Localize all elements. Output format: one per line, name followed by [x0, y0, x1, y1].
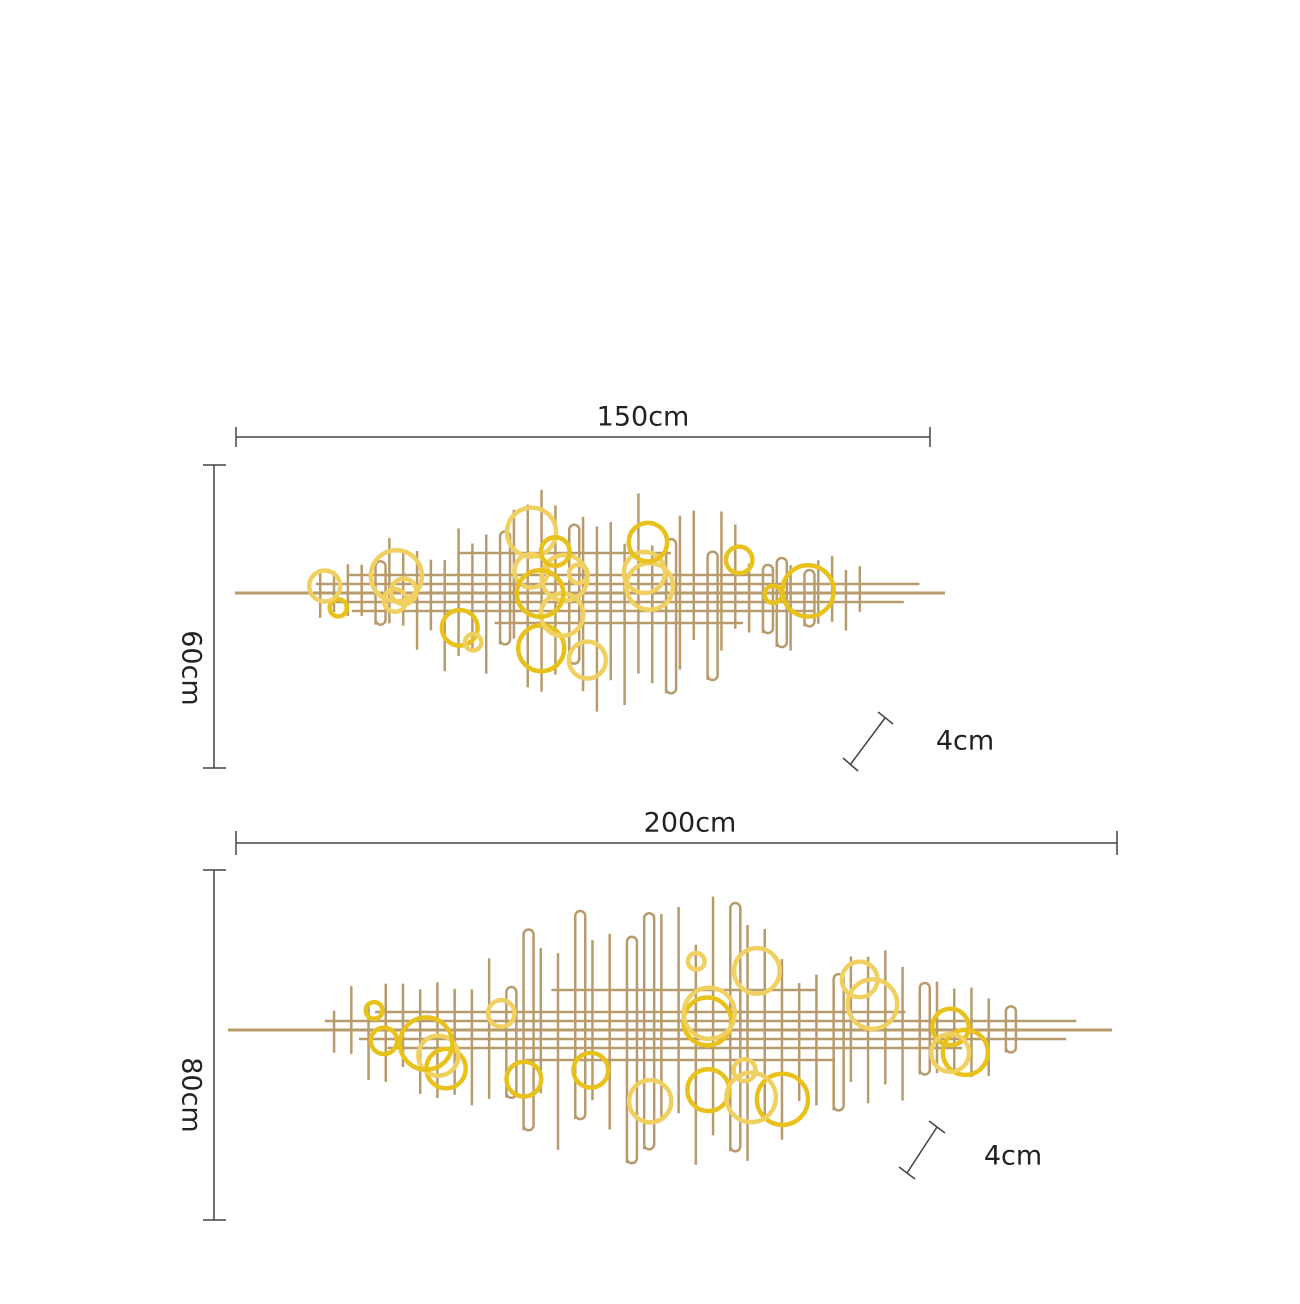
ring: [754, 1071, 811, 1128]
depth-line: [906, 1126, 938, 1174]
ring: [626, 1077, 674, 1125]
ring: [504, 505, 559, 559]
ring: [504, 1059, 544, 1099]
ring: [731, 945, 782, 996]
ring: [930, 1006, 971, 1048]
dimension-group: 200cm 80cm 4cm: [176, 808, 1118, 1221]
ring: [368, 1025, 400, 1057]
dimension-group: 150cm 60cm 4cm: [176, 402, 994, 772]
sculpture: [228, 896, 1112, 1165]
loop: [505, 985, 518, 1099]
loop: [761, 563, 775, 635]
width-label: 200cm: [644, 808, 737, 839]
ring: [462, 631, 484, 653]
ring: [762, 583, 785, 606]
loop: [832, 972, 845, 1112]
depth-label: 4cm: [984, 1141, 1042, 1172]
ring: [539, 552, 590, 604]
ring: [839, 959, 880, 1000]
ring: [626, 520, 670, 564]
height-label: 80cm: [176, 1057, 207, 1133]
ring: [514, 567, 566, 619]
depth-cap: [877, 711, 894, 725]
ring: [397, 1015, 455, 1072]
ring: [685, 950, 707, 972]
loop: [567, 523, 581, 665]
ring: [439, 607, 480, 648]
ring: [363, 999, 385, 1022]
width-label: 150cm: [597, 402, 690, 433]
ring: [940, 1027, 991, 1078]
ring: [845, 977, 900, 1032]
ring: [731, 1056, 758, 1084]
height-label: 60cm: [176, 630, 207, 706]
loop: [706, 550, 719, 682]
loop: [1004, 1005, 1018, 1054]
ring: [621, 549, 668, 596]
ring: [571, 1050, 611, 1090]
ring: [928, 1031, 972, 1075]
loop: [729, 901, 742, 1153]
depth-cap: [928, 1120, 946, 1134]
ring: [306, 568, 343, 604]
loop: [803, 568, 816, 628]
ring: [416, 1033, 461, 1078]
depth-line: [849, 717, 886, 766]
loop: [918, 981, 932, 1076]
loop: [642, 912, 656, 1151]
ring: [538, 534, 572, 569]
depth-cap: [898, 1166, 916, 1180]
ring: [681, 985, 738, 1042]
ring: [724, 1070, 779, 1125]
loop: [775, 556, 789, 649]
ring: [685, 1066, 732, 1114]
loop: [522, 928, 535, 1132]
ring: [381, 586, 409, 614]
ring: [566, 639, 609, 681]
depth-label: 4cm: [936, 726, 994, 757]
ring: [327, 596, 350, 619]
sculpture: [235, 489, 945, 712]
depth-cap: [842, 757, 859, 772]
loop: [664, 537, 678, 695]
loop: [574, 909, 587, 1121]
ring: [485, 997, 517, 1029]
loop: [498, 530, 512, 646]
loop: [625, 935, 639, 1165]
ring: [723, 544, 755, 576]
